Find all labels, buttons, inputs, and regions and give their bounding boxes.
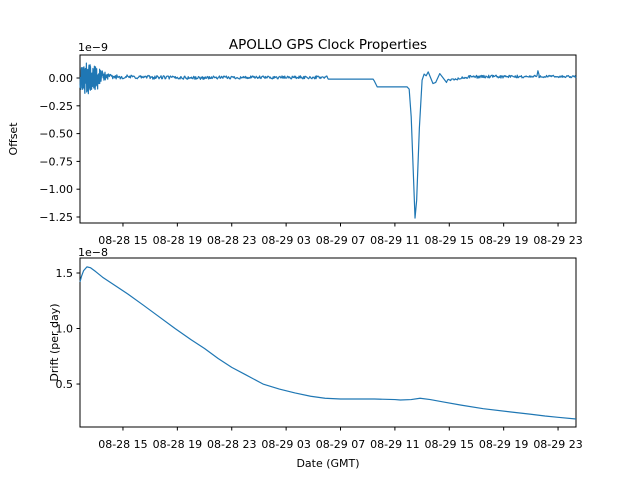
bottom-axis-scale-label: 1e−8	[78, 246, 108, 259]
bottom-y-axis-label: Drift (per day)	[48, 303, 61, 381]
x-tick-label: 08-29 07	[316, 438, 365, 451]
x-tick-label: 08-29 15	[425, 234, 474, 247]
y-tick-label: 1.5	[56, 267, 74, 280]
x-tick-label: 08-29 23	[533, 234, 582, 247]
x-tick-label: 08-29 23	[533, 438, 582, 451]
y-tick-label: −0.75	[39, 155, 73, 168]
x-tick-label: 08-29 19	[479, 234, 528, 247]
series-line-gps-clock-drift	[79, 266, 577, 420]
x-tick-label: 08-28 23	[207, 234, 256, 247]
x-tick-label: 08-28 19	[153, 438, 202, 451]
x-tick-label: 08-28 23	[207, 438, 256, 451]
top-axis-scale-label: 1e−9	[78, 41, 108, 54]
x-tick-label: 08-29 03	[261, 234, 310, 247]
axes-frame	[79, 54, 577, 224]
x-tick-label: 08-28 15	[98, 234, 147, 247]
x-tick-label: 08-28 19	[153, 234, 202, 247]
x-tick-label: 08-29 07	[316, 234, 365, 247]
series-line-gps-clock-offset	[79, 62, 577, 219]
x-tick-label: 08-29 19	[479, 438, 528, 451]
axes-frame	[79, 257, 577, 428]
y-tick-label: 0.5	[56, 378, 74, 391]
y-tick-label: −0.25	[39, 100, 73, 113]
y-tick-label: 1.0	[56, 323, 74, 336]
top-subplot-offset: 08-28 15 08-28 19 08-28 23 08-29 03 08-29 07…	[39, 54, 583, 247]
y-tick-label: 0.00	[49, 72, 74, 85]
top-y-axis-label: Offset	[7, 122, 20, 156]
x-tick-label: 08-29 03	[261, 438, 310, 451]
figure-title: APOLLO GPS Clock Properties	[229, 37, 427, 53]
y-tick-label: −0.50	[39, 128, 73, 141]
x-tick-label: 08-29 15	[425, 438, 474, 451]
x-tick-label: 08-29 11	[370, 234, 419, 247]
x-tick-label: 08-29 11	[370, 438, 419, 451]
x-tick-label: 08-28 15	[98, 438, 147, 451]
y-tick-label: −1.25	[39, 211, 73, 224]
y-tick-label: −1.00	[39, 183, 73, 196]
bottom-subplot-drift: 08-28 15 08-28 19 08-28 23 08-29 03 08-29 07…	[56, 257, 583, 451]
x-axis-label: Date (GMT)	[296, 457, 359, 470]
